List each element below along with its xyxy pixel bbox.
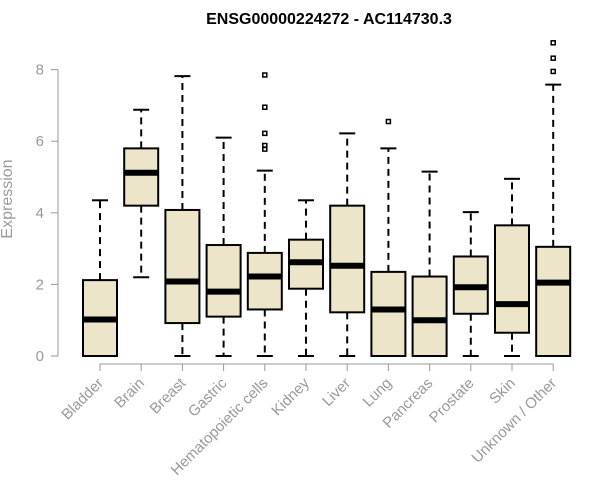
x-tick-label: Bladder <box>58 375 107 424</box>
x-tick-label: Skin <box>486 375 519 408</box>
box-hematopoietic-cells <box>246 72 283 357</box>
outlier-point <box>550 68 556 75</box>
y-tick-label: 4 <box>36 205 44 222</box>
box-breast <box>164 75 201 357</box>
box-brain <box>123 108 160 279</box>
outlier-point <box>262 142 268 149</box>
y-tick-label: 6 <box>36 133 44 150</box>
box-gastric <box>205 136 242 357</box>
outlier-point <box>385 118 392 125</box>
iqr-box <box>370 270 407 357</box>
iqr-box <box>164 208 201 325</box>
outlier-point <box>262 104 268 110</box>
boxes <box>82 40 572 358</box>
y-tick-label: 0 <box>36 348 44 365</box>
x-tick-label: Brain <box>111 375 148 412</box>
iqr-box <box>535 245 572 358</box>
y-tick-label: 2 <box>36 276 44 293</box>
outlier-point <box>550 55 556 61</box>
iqr-box <box>494 224 530 334</box>
y-axis-label: Expression <box>0 159 16 238</box>
box-bladder <box>82 199 118 358</box>
iqr-box <box>411 275 448 357</box>
y-axis: 0 2 4 6 8 <box>36 62 59 365</box>
iqr-box <box>123 147 160 207</box>
iqr-box <box>205 244 242 318</box>
y-tick-label: 8 <box>36 62 44 79</box>
outlier-point <box>262 72 268 78</box>
x-tick-label: Lung <box>360 375 396 411</box>
x-tick-label: Breast <box>147 374 190 417</box>
x-tick-label: Liver <box>319 375 354 410</box>
box-pancreas <box>411 170 448 357</box>
box-kidney <box>288 199 324 357</box>
iqr-box <box>246 251 283 311</box>
box-skin <box>494 177 530 357</box>
outlier-point <box>262 130 268 137</box>
x-tick-label: Kidney <box>268 374 313 419</box>
box-lung <box>370 118 407 357</box>
outlier-point <box>550 40 556 46</box>
chart-title: ENSG00000224272 - AC114730.3 <box>206 11 452 28</box>
box-unknown-other <box>535 40 572 358</box>
box-liver <box>329 132 366 357</box>
box-prostate <box>452 211 489 357</box>
iqr-box <box>329 204 366 314</box>
x-tick-label: Prostate <box>426 375 478 427</box>
